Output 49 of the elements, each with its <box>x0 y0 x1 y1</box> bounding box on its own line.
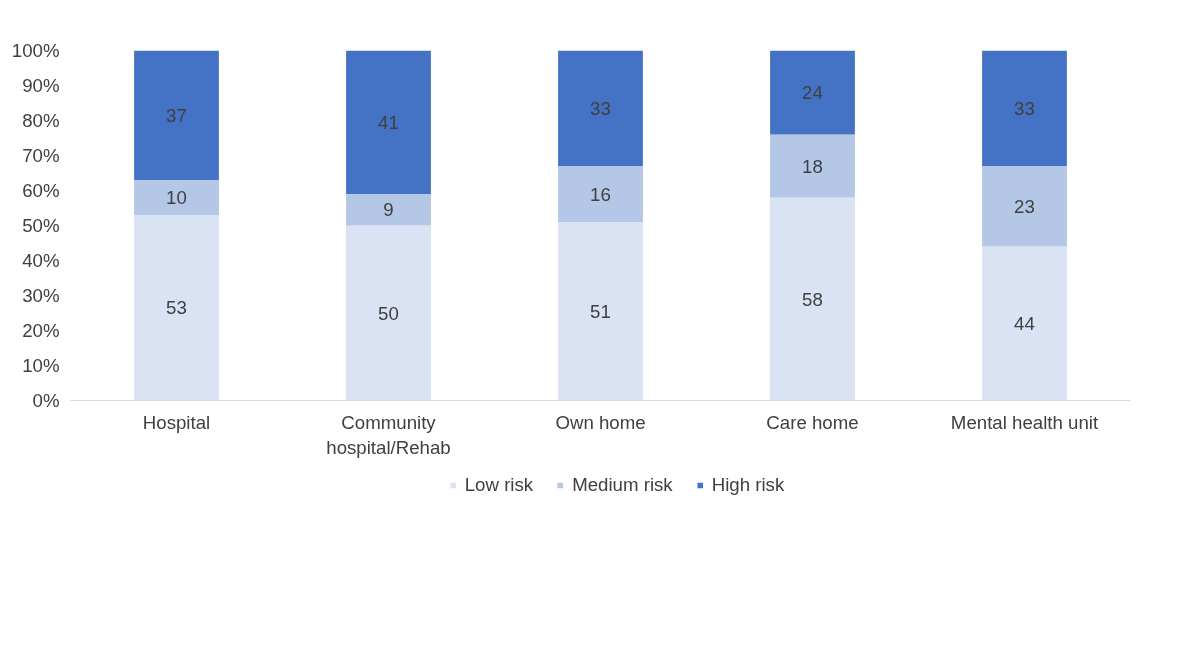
data-label: 51 <box>590 300 611 322</box>
data-label: 41 <box>378 111 399 133</box>
x-tick-label: Own home <box>555 411 646 433</box>
bar <box>134 215 219 401</box>
data-label: 18 <box>802 155 823 177</box>
y-tick-label: 70% <box>22 145 60 166</box>
bar <box>982 50 1067 166</box>
legend-label: High risk <box>711 474 785 496</box>
data-label: 53 <box>166 297 187 319</box>
y-tick-label: 60% <box>22 180 60 201</box>
x-tick-label: Hospital <box>142 411 211 433</box>
y-tick-label: 50% <box>22 215 60 236</box>
bar <box>558 166 643 222</box>
bar <box>558 222 643 401</box>
bar <box>346 225 431 401</box>
bar <box>346 194 431 226</box>
y-tick-label: 90% <box>22 75 60 96</box>
bar <box>982 246 1067 401</box>
y-tick-label: 30% <box>22 285 60 306</box>
data-label: 10 <box>166 187 187 208</box>
data-label: 44 <box>1014 313 1035 334</box>
x-tick-label: Community hospital/Rehab <box>326 411 451 458</box>
bar <box>134 180 219 215</box>
data-label: 24 <box>802 82 823 103</box>
y-tick-label: 80% <box>22 110 60 131</box>
x-tick-label: Care home <box>766 411 859 433</box>
bar <box>982 166 1067 247</box>
data-label: 16 <box>590 183 611 205</box>
bar <box>770 134 855 198</box>
y-tick-label: 20% <box>22 320 60 341</box>
data-label: 50 <box>378 302 399 324</box>
bar <box>134 50 219 180</box>
y-tick-label: 100% <box>11 40 60 61</box>
legend-label: Low risk <box>464 474 534 496</box>
y-tick-label: 0% <box>32 390 60 411</box>
x-tick-label: Mental health unit <box>950 411 1099 433</box>
y-tick-label: 40% <box>22 250 60 271</box>
y-tick-label: 10% <box>22 355 60 376</box>
data-label: 33 <box>590 97 611 119</box>
bar <box>346 50 431 194</box>
bar <box>770 50 855 135</box>
data-label: 37 <box>166 104 187 126</box>
legend-label: Medium risk <box>572 474 673 496</box>
data-label: 58 <box>802 288 823 310</box>
data-label: 33 <box>1014 97 1035 119</box>
data-label: 9 <box>383 199 394 221</box>
bar <box>770 197 855 401</box>
bar <box>558 50 643 166</box>
data-label: 23 <box>1014 195 1035 217</box>
